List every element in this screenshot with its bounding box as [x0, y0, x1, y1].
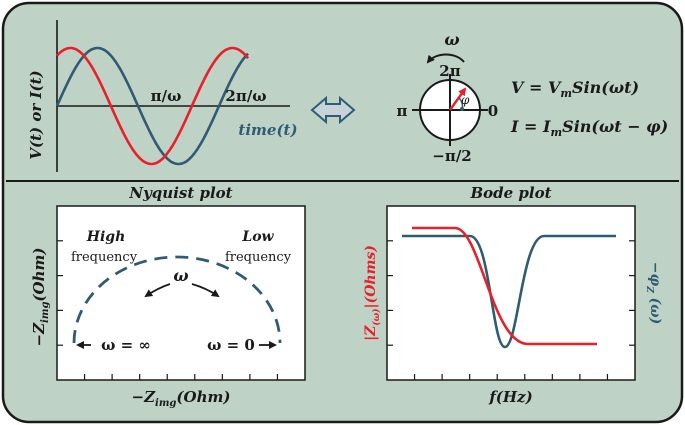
bode-title: Bode plot: [469, 184, 551, 202]
nyquist-low-label-2: frequency: [225, 250, 292, 265]
phasor-label-top: 2π: [439, 62, 460, 80]
phasor-label-right: 0: [488, 102, 498, 120]
tick-label-2pi: 2π/ω: [225, 87, 266, 105]
equations: V = VmSin(ωt) I = ImSin(ωt − φ): [510, 78, 668, 139]
bode-ylabel-right: −φZ (ω): [644, 262, 663, 324]
double-arrow-icon: [310, 95, 356, 125]
equation-voltage: V = VmSin(ωt): [511, 78, 639, 100]
waveform-xlabel: time(t): [238, 121, 297, 139]
equation-current: I = ImSin(ωt − φ): [510, 117, 668, 139]
nyquist-omega-zero: ω = 0: [207, 336, 255, 354]
bode-ticks: [387, 240, 635, 380]
phasor-origin-dot: [460, 107, 464, 111]
bode-panel: Bode plot |Z(ω)|(Ohms) −φZ (ω) f(Hz): [363, 184, 663, 406]
phasor-label-bottom: −π/2: [432, 147, 471, 165]
nyquist-high-label: High: [86, 229, 126, 245]
bode-plot-area: [386, 205, 636, 381]
phasor-omega: ω: [444, 30, 459, 49]
phasor-vector-red: [449, 87, 467, 111]
waveform-ylabel: V(t) or I(t): [27, 70, 45, 159]
nyquist-omega-inf: ω = ∞: [101, 336, 151, 354]
nyquist-semicircle: [72, 255, 282, 344]
bode-magnitude-curve: [412, 226, 597, 346]
current-wave: [55, 46, 249, 166]
nyquist-ylabel: −Zimg(Ohm): [30, 248, 51, 347]
nyquist-plot-area: [56, 205, 306, 381]
phasor-label-left: π: [397, 102, 408, 120]
tick-label-pi: π/ω: [151, 87, 182, 105]
bode-xlabel: f(Hz): [488, 388, 532, 406]
waveform-panel: V(t) or I(t) time(t) π/ω 2π/ω: [27, 20, 298, 172]
nyquist-ticks: [57, 240, 279, 380]
rotation-arrow-icon: [426, 53, 465, 64]
nyquist-omega: ω: [173, 266, 188, 285]
nyquist-title: Nyquist plot: [128, 184, 232, 202]
nyquist-omega-arrow-left: [144, 283, 171, 298]
nyquist-high-label-2: frequency: [71, 250, 138, 265]
voltage-wave: [56, 46, 250, 166]
bode-phase-curve: [402, 234, 616, 349]
phasor-phi: φ: [461, 93, 470, 107]
nyquist-xlabel: −Zimg(Ohm): [132, 388, 231, 409]
phasor-diagram: ω φ 2π π 0 −π/2: [397, 30, 499, 165]
nyquist-omega-arrow-right: [191, 283, 220, 298]
nyquist-panel: Nyquist plot ω High frequency Low freque…: [30, 184, 306, 409]
nyquist-low-label: Low: [241, 229, 274, 245]
